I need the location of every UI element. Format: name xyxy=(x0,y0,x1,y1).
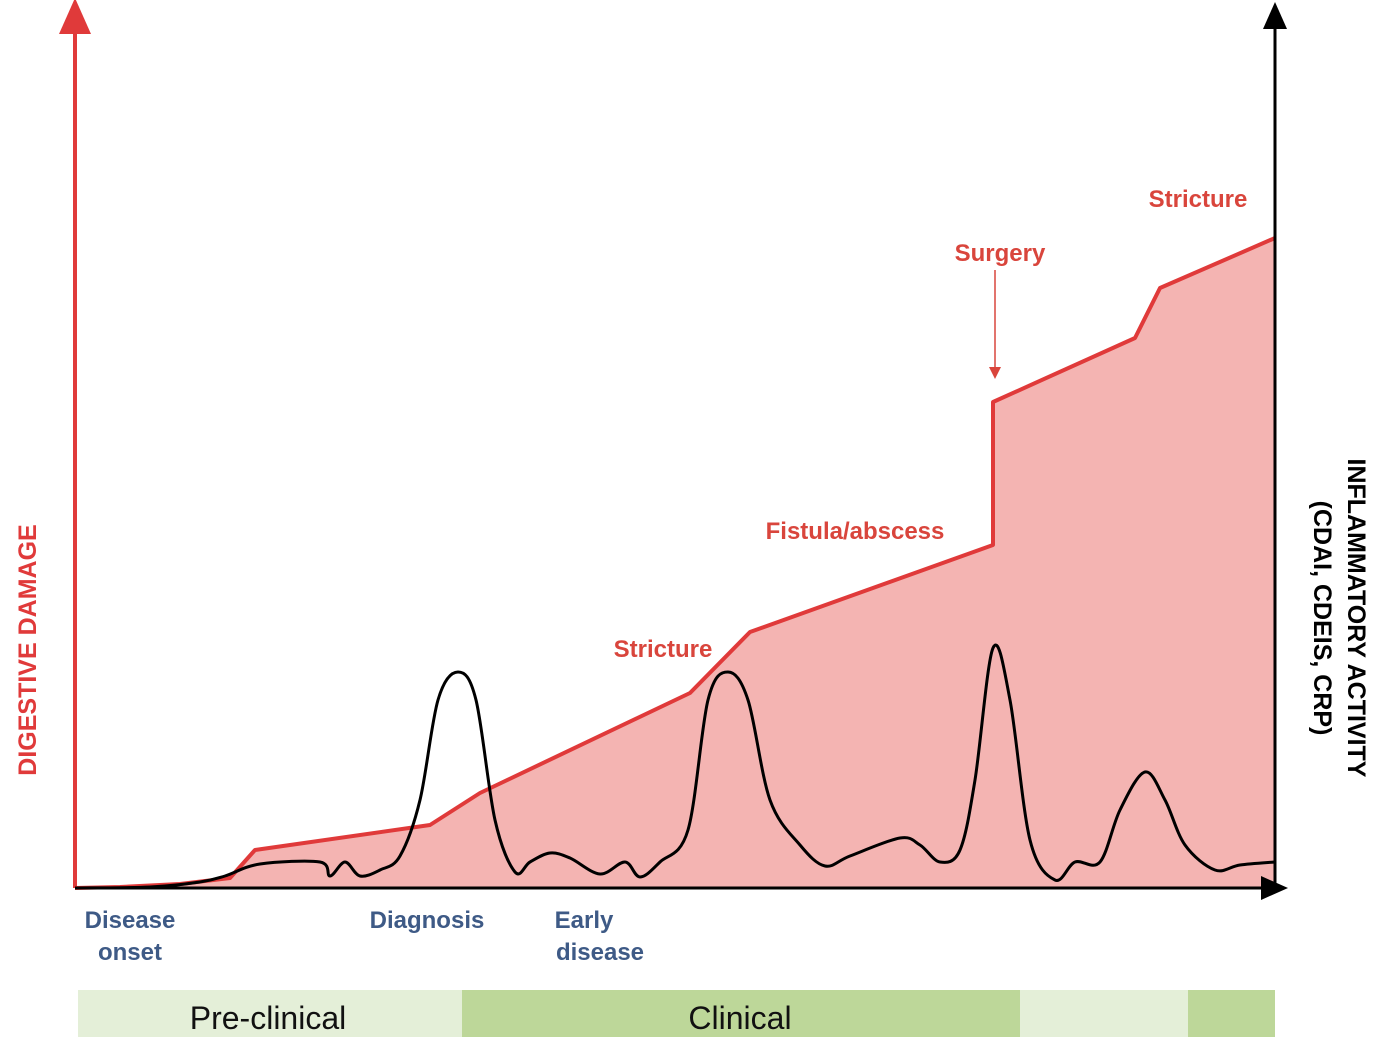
phase-band xyxy=(1188,990,1275,1037)
phase-band xyxy=(462,990,1020,1037)
phase-label: Pre-clinical xyxy=(190,1000,346,1036)
phase-band xyxy=(1020,990,1188,1037)
left-axis-label: DIGESTIVE DAMAGE xyxy=(14,524,42,775)
milestone-label: Diagnosis xyxy=(370,907,485,934)
milestone-label: Disease xyxy=(85,907,176,934)
damage-area xyxy=(75,238,1275,888)
phase-band xyxy=(78,990,462,1037)
milestone-label: onset xyxy=(98,939,162,966)
event-label: Fistula/abscess xyxy=(766,518,945,545)
event-label: Surgery xyxy=(955,240,1046,267)
right-axis-label: (CDAI, CDEIS, CRP) xyxy=(1308,501,1336,736)
milestone-label: Early xyxy=(555,907,614,934)
phase-label: Clinical xyxy=(688,1000,791,1036)
right-axis-label: INFLAMMATORY ACTIVITY xyxy=(1342,459,1370,778)
event-label: Stricture xyxy=(614,636,713,663)
inflammation-curve xyxy=(74,643,1276,890)
event-label: Stricture xyxy=(1149,186,1248,213)
milestone-label: disease xyxy=(556,939,644,966)
